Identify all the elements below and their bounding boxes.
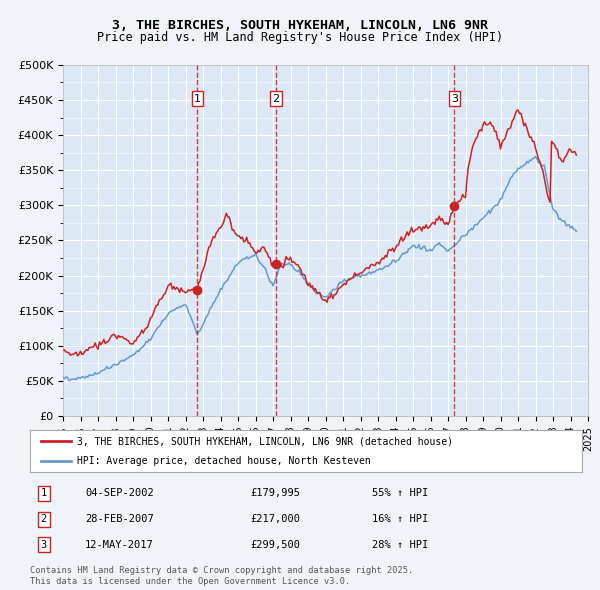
Text: 2: 2 <box>41 514 47 524</box>
Text: HPI: Average price, detached house, North Kesteven: HPI: Average price, detached house, Nort… <box>77 457 371 466</box>
Text: 3, THE BIRCHES, SOUTH HYKEHAM, LINCOLN, LN6 9NR: 3, THE BIRCHES, SOUTH HYKEHAM, LINCOLN, … <box>112 19 488 32</box>
Text: 3, THE BIRCHES, SOUTH HYKEHAM, LINCOLN, LN6 9NR (detached house): 3, THE BIRCHES, SOUTH HYKEHAM, LINCOLN, … <box>77 437 453 447</box>
Text: Contains HM Land Registry data © Crown copyright and database right 2025.: Contains HM Land Registry data © Crown c… <box>30 566 413 575</box>
Text: 12-MAY-2017: 12-MAY-2017 <box>85 540 154 550</box>
Text: This data is licensed under the Open Government Licence v3.0.: This data is licensed under the Open Gov… <box>30 577 350 586</box>
Text: £299,500: £299,500 <box>251 540 301 550</box>
Text: £217,000: £217,000 <box>251 514 301 524</box>
Text: 1: 1 <box>194 94 201 104</box>
Text: Price paid vs. HM Land Registry's House Price Index (HPI): Price paid vs. HM Land Registry's House … <box>97 31 503 44</box>
Text: 2: 2 <box>272 94 280 104</box>
Text: 3: 3 <box>41 540 47 550</box>
Text: 16% ↑ HPI: 16% ↑ HPI <box>372 514 428 524</box>
Text: 28% ↑ HPI: 28% ↑ HPI <box>372 540 428 550</box>
Text: 3: 3 <box>451 94 458 104</box>
Text: 04-SEP-2002: 04-SEP-2002 <box>85 489 154 499</box>
Text: 1: 1 <box>41 489 47 499</box>
Text: 55% ↑ HPI: 55% ↑ HPI <box>372 489 428 499</box>
Text: £179,995: £179,995 <box>251 489 301 499</box>
Text: 28-FEB-2007: 28-FEB-2007 <box>85 514 154 524</box>
